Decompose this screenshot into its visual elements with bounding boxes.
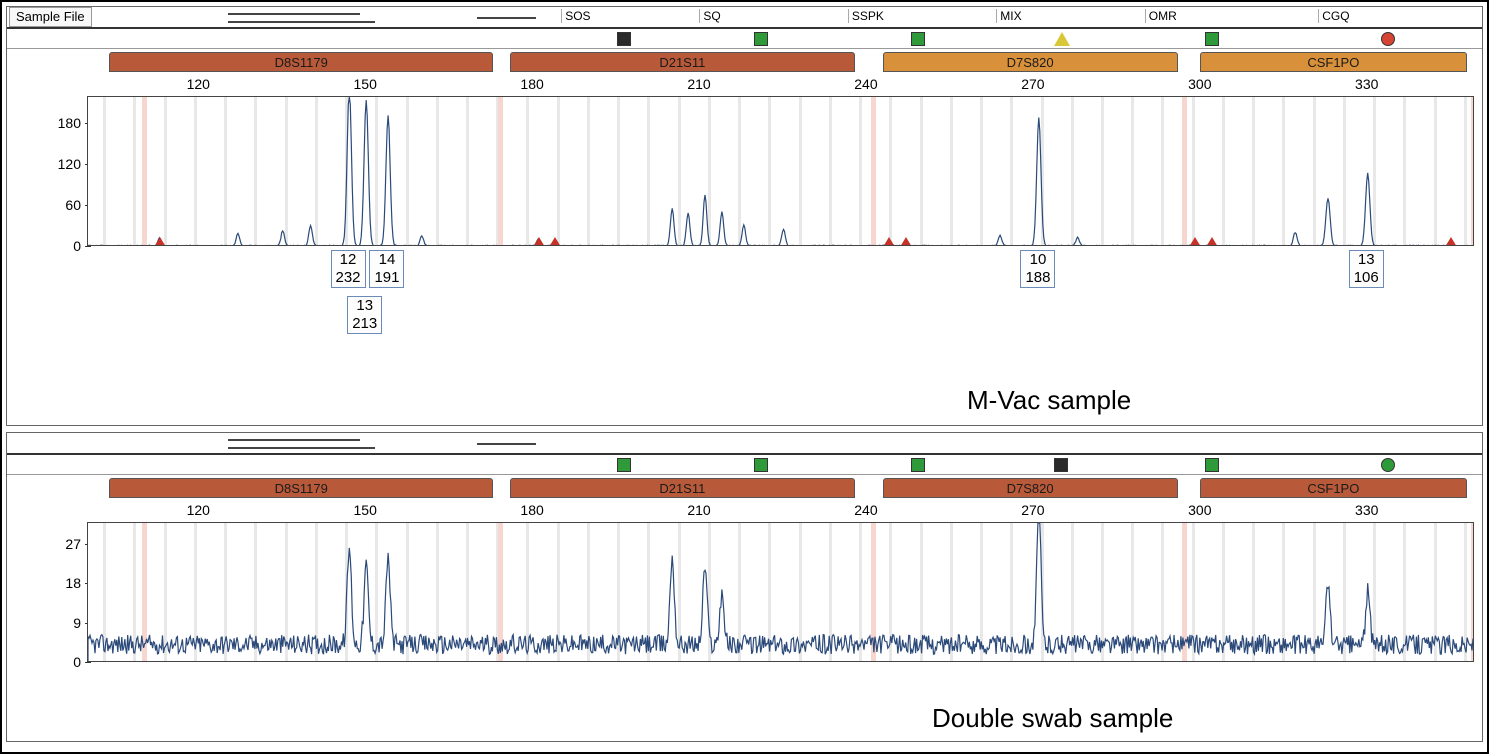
flag-marker-icon — [1205, 32, 1219, 46]
artifact-marker-icon — [900, 237, 912, 246]
locus-bar-d7s820: D7S820 — [883, 52, 1178, 72]
redaction-bar — [228, 13, 360, 15]
flag-label-sq: SQ — [699, 9, 720, 23]
flag-label-sspk: SSPK — [848, 9, 884, 23]
y-tick: 18 — [65, 575, 81, 591]
x-tick: 120 — [187, 502, 210, 518]
y-axis: 060120180 — [7, 96, 85, 246]
x-axis: 120 150 180 210 240 270 300 330 — [87, 502, 1474, 522]
sample-file-header: Sample File — [9, 7, 92, 27]
x-tick: 270 — [1021, 502, 1044, 518]
x-tick: 270 — [1021, 76, 1044, 92]
allele-call-box: 14191 — [369, 250, 404, 288]
x-tick: 240 — [854, 502, 877, 518]
locus-bar-d8s1179: D8S1179 — [109, 52, 493, 72]
flag-marker-icon — [1381, 32, 1395, 46]
x-tick: 240 — [854, 76, 877, 92]
plot-area-mvac — [87, 96, 1474, 246]
y-tick: 180 — [58, 115, 81, 131]
locus-bar-d8s1179: D8S1179 — [109, 478, 493, 498]
x-tick: 180 — [520, 502, 543, 518]
x-tick: 180 — [520, 76, 543, 92]
artifact-marker-icon — [549, 237, 561, 246]
x-tick: 120 — [187, 76, 210, 92]
flag-marker-row — [7, 29, 1482, 49]
x-tick: 330 — [1355, 502, 1378, 518]
locus-bar-row: D8S1179 D21S11 D7S820 CSF1PO — [87, 52, 1474, 76]
locus-bar-csf1po: CSF1PO — [1200, 478, 1467, 498]
x-tick: 300 — [1188, 76, 1211, 92]
y-axis: 091827 — [7, 522, 85, 662]
flag-label-mix: MIX — [996, 9, 1021, 23]
x-tick: 150 — [354, 76, 377, 92]
allele-call-box: 13106 — [1349, 250, 1384, 288]
artifact-marker-icon — [1189, 237, 1201, 246]
flag-marker-icon — [1381, 458, 1395, 472]
x-tick: 210 — [687, 76, 710, 92]
flag-marker-row — [7, 455, 1482, 475]
sample-caption-swab: Double swab sample — [932, 703, 1173, 734]
flag-marker-icon — [911, 458, 925, 472]
redaction-bar — [228, 21, 375, 23]
y-tick: 27 — [65, 536, 81, 552]
flag-marker-icon — [1205, 458, 1219, 472]
header-strip: Sample File SOS SQ SSPK MIX OMR CGQ — [7, 7, 1482, 29]
x-tick: 300 — [1188, 502, 1211, 518]
sample-caption-mvac: M-Vac sample — [967, 385, 1131, 416]
redaction-bar — [477, 443, 536, 445]
flag-label-cgq: CGQ — [1318, 9, 1349, 23]
allele-call-box: 13213 — [347, 296, 382, 334]
electropherogram-frame: Sample File SOS SQ SSPK MIX OMR CGQ D8S1179 D21S… — [0, 0, 1489, 754]
header-strip — [7, 433, 1482, 455]
flag-label-omr: OMR — [1145, 9, 1177, 23]
flag-marker-icon — [911, 32, 925, 46]
allele-call-box: 10188 — [1020, 250, 1055, 288]
artifact-marker-icon — [883, 237, 895, 246]
y-tick: 0 — [73, 238, 81, 254]
y-tick: 60 — [65, 197, 81, 213]
y-tick: 0 — [73, 654, 81, 670]
artifact-marker-icon — [533, 237, 545, 246]
artifact-marker-icon — [1206, 237, 1218, 246]
artifact-marker-icon — [1445, 237, 1457, 246]
plot-area-swab — [87, 522, 1474, 662]
locus-bar-row: D8S1179 D21S11 D7S820 CSF1PO — [87, 478, 1474, 502]
electropherogram-trace — [88, 523, 1474, 662]
locus-bar-d7s820: D7S820 — [883, 478, 1178, 498]
x-tick: 150 — [354, 502, 377, 518]
allele-call-box: 12232 — [331, 250, 366, 288]
x-tick: 210 — [687, 502, 710, 518]
redaction-bar — [228, 439, 360, 441]
x-axis: 120 150 180 210 240 270 300 330 — [87, 76, 1474, 96]
redaction-bar — [228, 447, 375, 449]
flag-marker-icon — [617, 32, 631, 46]
x-tick: 330 — [1355, 76, 1378, 92]
panel-swab: D8S1179D21S11D7S820CSF1PO120150180210240… — [6, 432, 1483, 742]
artifact-marker-icon — [154, 237, 166, 246]
flag-marker-icon — [617, 458, 631, 472]
locus-bar-d21s11: D21S11 — [510, 478, 855, 498]
flag-marker-icon — [1054, 32, 1070, 46]
redaction-bar — [477, 17, 536, 19]
y-tick: 120 — [58, 156, 81, 172]
electropherogram-trace — [88, 97, 1474, 246]
panel-mvac: Sample File SOS SQ SSPK MIX OMR CGQ D8S1179 D21S… — [6, 6, 1483, 426]
locus-bar-d21s11: D21S11 — [510, 52, 855, 72]
y-tick: 9 — [73, 615, 81, 631]
locus-bar-csf1po: CSF1PO — [1200, 52, 1467, 72]
flag-marker-icon — [1054, 458, 1068, 472]
allele-call-row: 1223214191 13213 10188 13106 — [87, 246, 1474, 336]
flag-marker-icon — [754, 32, 768, 46]
flag-marker-icon — [754, 458, 768, 472]
flag-label-sos: SOS — [561, 9, 590, 23]
